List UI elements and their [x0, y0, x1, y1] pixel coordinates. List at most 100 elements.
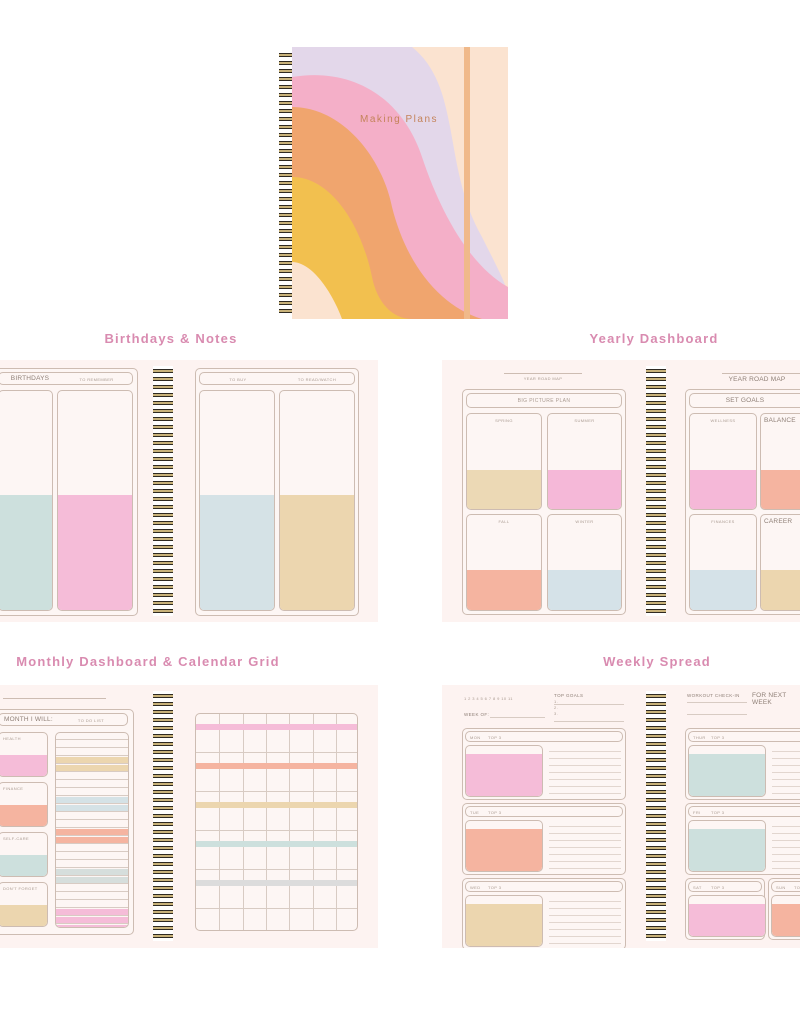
day-line[interactable]: [772, 847, 800, 848]
day-line[interactable]: [772, 779, 800, 780]
day-line[interactable]: [549, 861, 621, 862]
day-label: SAT: [693, 885, 702, 890]
day-line[interactable]: [549, 779, 621, 780]
quadrant-winter: WINTER: [547, 514, 622, 611]
day-color-block: [688, 895, 766, 937]
quadrant-balance: BALANCE: [760, 413, 800, 510]
calendar-week-row[interactable]: [196, 831, 357, 870]
to-do-row[interactable]: [56, 861, 128, 868]
spiral: [646, 366, 666, 616]
to-do-row[interactable]: [56, 765, 128, 772]
to-do-row[interactable]: [56, 789, 128, 796]
day-line[interactable]: [772, 826, 800, 827]
day-line[interactable]: [772, 786, 800, 787]
day-line[interactable]: [772, 793, 800, 794]
day-line[interactable]: [549, 868, 621, 869]
quadrant-career: CAREER: [760, 514, 800, 611]
month-frame: MONTH I WILL: TO DO LIST HEALTH FINANCE …: [0, 709, 134, 935]
to-do-row[interactable]: [56, 781, 128, 788]
to-do-row[interactable]: [56, 733, 128, 740]
to-do-list[interactable]: [55, 732, 129, 928]
day-line[interactable]: [772, 861, 800, 862]
day-line[interactable]: [772, 772, 800, 773]
day-line[interactable]: [549, 901, 621, 902]
calendar-week-row[interactable]: [196, 753, 357, 792]
calendar-week-row[interactable]: [196, 870, 357, 909]
day-line[interactable]: [772, 854, 800, 855]
to-do-row[interactable]: [56, 853, 128, 860]
to-do-row[interactable]: [56, 757, 128, 764]
to-do-row[interactable]: [56, 805, 128, 812]
header-to-read-watch: TO READ/WATCH: [297, 377, 337, 382]
to-do-row[interactable]: [56, 845, 128, 852]
to-do-row[interactable]: [56, 877, 128, 884]
box-dont-forget: DON'T FORGET: [0, 882, 48, 927]
day-line[interactable]: [549, 826, 621, 827]
column-birthdays: [0, 390, 53, 611]
day-line[interactable]: [549, 915, 621, 916]
column-to-read-watch: [279, 390, 355, 611]
day-line[interactable]: [549, 943, 621, 944]
day-color-block: [688, 745, 766, 797]
to-do-row[interactable]: [56, 797, 128, 804]
header-to-remember: TO REMEMBER: [79, 377, 114, 382]
day-line[interactable]: [772, 758, 800, 759]
day-line[interactable]: [549, 922, 621, 923]
calendar-week-band: [196, 763, 357, 769]
calendar-column-divider: [265, 714, 267, 930]
day-line[interactable]: [772, 765, 800, 766]
to-do-row[interactable]: [56, 885, 128, 892]
day-line[interactable]: [772, 840, 800, 841]
calendar-week-band: [196, 802, 357, 808]
to-do-row[interactable]: [56, 741, 128, 748]
to-do-row[interactable]: [56, 821, 128, 828]
day-line[interactable]: [772, 833, 800, 834]
to-do-row[interactable]: [56, 829, 128, 836]
day-line[interactable]: [549, 765, 621, 766]
day-line[interactable]: [549, 847, 621, 848]
day-line[interactable]: [549, 936, 621, 937]
day-line[interactable]: [549, 908, 621, 909]
quadrant-label: WELLNESS: [710, 418, 736, 423]
day-color-block: [465, 745, 543, 797]
to-do-row[interactable]: [56, 901, 128, 908]
to-do-row[interactable]: [56, 749, 128, 756]
calendar-grid[interactable]: [195, 713, 358, 931]
day-header: WED TOP 3: [465, 881, 623, 892]
right-page-frame: TO BUY TO READ/WATCH: [195, 368, 359, 616]
day-line[interactable]: [549, 929, 621, 930]
day-line[interactable]: [549, 840, 621, 841]
to-do-row[interactable]: [56, 813, 128, 820]
set-goals-frame: SET GOALS WELLNESS BALANCE FINANCES CARE…: [685, 389, 800, 615]
to-do-row[interactable]: [56, 917, 128, 924]
to-do-row[interactable]: [56, 925, 128, 927]
day-line[interactable]: [772, 868, 800, 869]
year-road-map-caption: YEAR ROAD MAP: [523, 376, 563, 381]
box-label: HEALTH: [3, 736, 21, 741]
day-line[interactable]: [549, 793, 621, 794]
day-line[interactable]: [549, 772, 621, 773]
box-self-care: SELF-CARE: [0, 832, 48, 877]
day-line[interactable]: [549, 854, 621, 855]
day-line[interactable]: [549, 758, 621, 759]
big-picture-frame: BIG PICTURE PLAN SPRING SUMMER FALL WINT…: [462, 389, 626, 615]
big-picture-header: BIG PICTURE PLAN: [466, 393, 622, 408]
calendar-week-row[interactable]: [196, 714, 357, 753]
day-line[interactable]: [549, 751, 621, 752]
to-do-row[interactable]: [56, 869, 128, 876]
box-finance: FINANCE: [0, 782, 48, 827]
quadrant-label: BALANCE: [764, 417, 796, 424]
day-header: FRI TOP 3: [688, 806, 800, 817]
calendar-column-divider: [289, 714, 291, 930]
calendar-column-divider: [312, 714, 314, 930]
to-do-row[interactable]: [56, 773, 128, 780]
to-do-row[interactable]: [56, 837, 128, 844]
day-line[interactable]: [549, 833, 621, 834]
calendar-week-row[interactable]: [196, 792, 357, 831]
day-line[interactable]: [772, 751, 800, 752]
to-do-row[interactable]: [56, 893, 128, 900]
quadrant-fall: FALL: [466, 514, 542, 611]
to-do-row[interactable]: [56, 909, 128, 916]
calendar-week-band: [196, 880, 357, 886]
day-line[interactable]: [549, 786, 621, 787]
